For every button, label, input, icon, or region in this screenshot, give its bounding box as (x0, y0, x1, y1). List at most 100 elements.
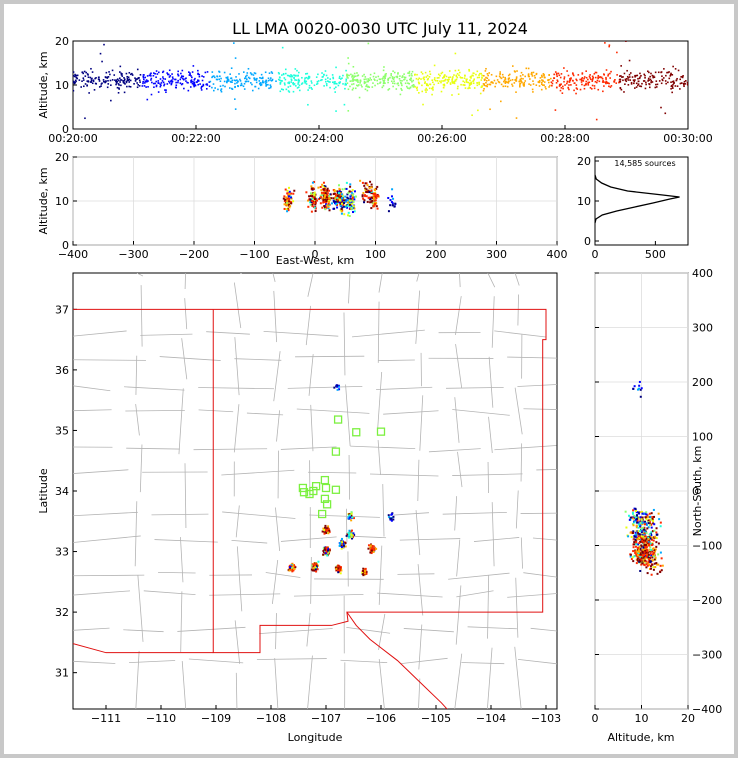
source-point (100, 85, 102, 87)
source-point (196, 81, 199, 83)
source-point (146, 75, 149, 77)
source-point (349, 535, 352, 538)
source-point (313, 180, 316, 183)
source-point (363, 201, 366, 204)
source-point (545, 87, 547, 90)
source-point (635, 82, 638, 85)
source-point (371, 86, 374, 88)
source-point (305, 80, 307, 83)
source-point (607, 73, 610, 76)
source-point (180, 83, 183, 86)
source-point (249, 82, 252, 84)
source-point (644, 77, 646, 79)
source-point (372, 545, 375, 548)
source-point (347, 516, 350, 519)
source-point (304, 82, 306, 84)
source-point (254, 85, 256, 88)
source-point (352, 83, 355, 85)
source-point (480, 86, 483, 89)
source-point (585, 70, 587, 72)
source-point (348, 514, 351, 517)
source-point (650, 573, 653, 576)
source-point (365, 195, 368, 198)
source-point (334, 196, 337, 199)
source-point (645, 553, 648, 556)
source-point (393, 82, 396, 85)
source-point (437, 82, 440, 85)
source-point (647, 80, 649, 82)
source-point (321, 78, 323, 81)
source-point (193, 85, 195, 88)
source-point (390, 519, 393, 522)
source-point (307, 103, 309, 106)
source-point (387, 89, 390, 91)
source-point (134, 79, 137, 81)
source-point (113, 74, 116, 76)
source-point (407, 82, 409, 84)
source-point (686, 83, 688, 86)
source-point (334, 566, 337, 569)
source-point (642, 80, 645, 82)
source-point (645, 554, 648, 557)
source-point (108, 71, 110, 73)
source-point (81, 71, 84, 74)
source-point (143, 78, 145, 81)
source-point (515, 77, 518, 80)
source-point (415, 87, 418, 90)
lma-station-marker (320, 494, 330, 504)
county-line (73, 355, 557, 362)
source-point (577, 74, 580, 76)
source-point (324, 189, 327, 192)
source-point (566, 70, 568, 72)
source-point (346, 193, 349, 196)
source-point (372, 194, 375, 197)
source-point (375, 196, 378, 199)
source-point (286, 210, 289, 213)
source-point (599, 76, 602, 78)
source-point (391, 204, 394, 207)
source-point (486, 85, 488, 88)
plan-view-panel: Latitude Longitude −111 −110 −109 −108 −107−… (37, 272, 561, 744)
source-point (284, 188, 287, 191)
source-point (407, 72, 409, 74)
source-point (193, 81, 196, 84)
source-point (359, 179, 362, 182)
source-point (154, 82, 156, 85)
source-point (387, 77, 390, 80)
source-point (454, 80, 457, 82)
source-point (452, 76, 454, 78)
source-point (361, 194, 364, 197)
source-point (555, 72, 558, 75)
source-point (634, 74, 636, 77)
source-point (335, 203, 338, 206)
source-point (581, 72, 584, 74)
source-point (262, 80, 264, 82)
source-point (115, 83, 117, 86)
source-point (267, 83, 269, 86)
source-point (323, 532, 326, 535)
source-point (382, 69, 385, 72)
source-point (165, 89, 167, 91)
source-point (286, 199, 289, 202)
source-point (609, 86, 612, 88)
source-point (190, 81, 192, 84)
source-point (157, 91, 160, 93)
source-point (280, 88, 283, 90)
source-point (652, 566, 655, 569)
source-point (317, 186, 320, 189)
source-point (120, 79, 123, 81)
source-point (99, 52, 102, 55)
source-point (337, 184, 340, 187)
source-point (470, 83, 472, 85)
source-point (484, 78, 486, 81)
source-point (593, 73, 596, 75)
source-point (488, 79, 490, 81)
source-point (405, 85, 408, 88)
source-point (269, 86, 272, 89)
source-point (245, 80, 248, 83)
source-point (520, 71, 523, 74)
source-point (353, 190, 356, 193)
source-point (131, 72, 133, 75)
source-point (305, 76, 308, 79)
source-point (320, 79, 322, 82)
